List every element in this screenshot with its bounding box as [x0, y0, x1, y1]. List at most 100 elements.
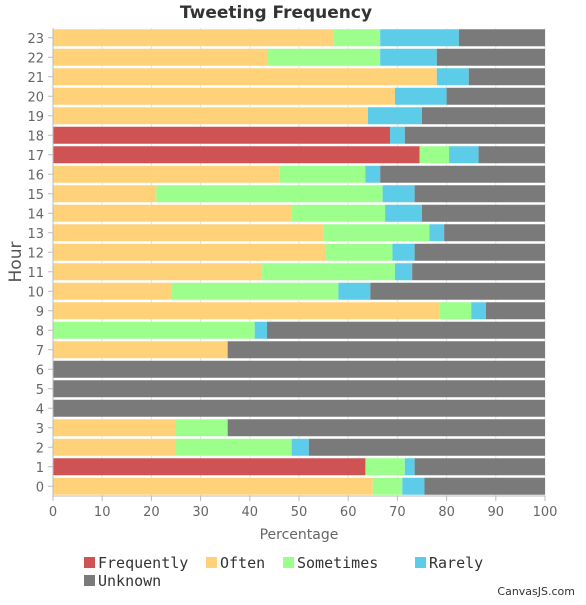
bar-rarely-hour-1: [404, 458, 415, 476]
x-tick-label: 70: [389, 505, 406, 520]
legend: Frequently Often Sometimes Rarely Unknown: [84, 554, 483, 590]
y-tick-label: 2: [36, 441, 44, 456]
legend-item-unknown[interactable]: Unknown: [84, 572, 161, 590]
bar-rarely-hour-14: [385, 204, 422, 222]
bar-sometimes-hour-2: [176, 438, 292, 456]
bar-unknown-hour-11: [412, 263, 545, 281]
bar-sometimes-hour-8: [53, 321, 255, 339]
bar-rarely-hour-0: [402, 477, 425, 495]
bar-often-hour-21: [53, 68, 437, 86]
y-tick-label: 7: [36, 344, 44, 359]
bar-sometimes-hour-23: [333, 29, 381, 47]
bar-unknown-hour-12: [414, 243, 545, 261]
bar-sometimes-hour-3: [176, 419, 228, 437]
bar-often-hour-14: [53, 204, 292, 222]
bar-unknown-hour-6: [53, 360, 545, 378]
bar-unknown-hour-15: [414, 185, 545, 203]
y-tick-label: 11: [27, 266, 44, 281]
bar-sometimes-hour-9: [439, 302, 472, 320]
x-axis-ticks: 0 10 20 30 40 50 60 70 80 90 100: [49, 496, 558, 520]
bar-often-hour-15: [53, 185, 157, 203]
bar-often-hour-19: [53, 107, 368, 125]
bar-rarely-hour-15: [382, 185, 415, 203]
x-tick-label: 20: [143, 505, 160, 520]
bar-sometimes-hour-16: [279, 165, 366, 183]
bar-unknown-hour-4: [53, 399, 545, 417]
legend-item-rarely[interactable]: Rarely: [415, 554, 483, 572]
bar-unknown-hour-8: [267, 321, 545, 339]
bar-unknown-hour-5: [53, 380, 545, 398]
bar-unknown-hour-7: [227, 341, 545, 359]
y-tick-label: 1: [36, 461, 44, 476]
legend-item-frequently[interactable]: Frequently: [84, 554, 188, 572]
bar-sometimes-hour-10: [171, 282, 339, 300]
y-tick-label: 9: [36, 305, 44, 320]
bar-often-hour-10: [53, 282, 172, 300]
bar-unknown-hour-23: [458, 29, 545, 47]
bar-unknown-hour-1: [414, 458, 545, 476]
bar-sometimes-hour-11: [262, 263, 395, 281]
x-tick-label: 40: [242, 505, 259, 520]
y-tick-label: 6: [36, 363, 44, 378]
bar-frequently-hour-1: [53, 458, 366, 476]
bar-sometimes-hour-0: [372, 477, 403, 495]
bar-unknown-hour-21: [468, 68, 545, 86]
y-tick-label: 10: [27, 285, 44, 300]
legend-label: Unknown: [98, 572, 161, 590]
y-tick-label: 13: [27, 227, 44, 242]
x-tick-label: 50: [291, 505, 308, 520]
legend-swatch: [415, 557, 426, 568]
y-tick-label: 8: [36, 324, 44, 339]
bar-frequently-hour-18: [53, 126, 391, 144]
bar-often-hour-22: [53, 48, 268, 66]
y-tick-label: 18: [27, 129, 44, 144]
x-tick-label: 90: [488, 505, 505, 520]
legend-item-often[interactable]: Often: [206, 554, 265, 572]
bar-rarely-hour-9: [471, 302, 486, 320]
bar-rarely-hour-20: [394, 87, 447, 105]
y-tick-label: 12: [27, 246, 44, 261]
y-tick-label: 21: [27, 71, 44, 86]
y-tick-label: 20: [27, 90, 44, 105]
bar-rarely-hour-16: [365, 165, 381, 183]
legend-label: Rarely: [429, 554, 483, 572]
x-tick-label: 10: [94, 505, 111, 520]
x-tick-label: 60: [340, 505, 357, 520]
bar-unknown-hour-9: [485, 302, 545, 320]
bar-unknown-hour-19: [422, 107, 545, 125]
bar-often-hour-13: [53, 224, 324, 242]
bar-unknown-hour-14: [422, 204, 545, 222]
y-tick-label: 14: [27, 207, 44, 222]
bar-sometimes-hour-15: [156, 185, 383, 203]
bar-unknown-hour-20: [446, 87, 545, 105]
legend-swatch: [283, 557, 294, 568]
bar-sometimes-hour-22: [267, 48, 381, 66]
bar-rarely-hour-21: [436, 68, 469, 86]
bar-unknown-hour-0: [424, 477, 545, 495]
x-tick-label: 0: [49, 505, 57, 520]
legend-item-sometimes[interactable]: Sometimes: [283, 554, 378, 572]
chart-title: Tweeting Frequency: [180, 3, 372, 23]
y-tick-label: 17: [27, 149, 44, 164]
bar-often-hour-2: [53, 438, 176, 456]
bar-rarely-hour-13: [429, 224, 445, 242]
bar-unknown-hour-2: [308, 438, 545, 456]
bar-sometimes-hour-17: [419, 146, 450, 164]
y-tick-label: 4: [36, 402, 44, 417]
legend-swatch: [84, 575, 95, 586]
bar-unknown-hour-16: [380, 165, 545, 183]
bar-rarely-hour-18: [390, 126, 405, 144]
bar-rarely-hour-11: [394, 263, 413, 281]
x-axis-title: Percentage: [260, 527, 339, 543]
bar-rarely-hour-8: [254, 321, 268, 339]
bar-rarely-hour-19: [367, 107, 422, 125]
x-tick-label: 100: [533, 505, 558, 520]
bar-unknown-hour-18: [404, 126, 545, 144]
bar-unknown-hour-13: [444, 224, 545, 242]
bar-rarely-hour-23: [380, 29, 459, 47]
bar-sometimes-hour-1: [365, 458, 405, 476]
bar-rarely-hour-22: [380, 48, 437, 66]
bar-often-hour-20: [53, 87, 395, 105]
